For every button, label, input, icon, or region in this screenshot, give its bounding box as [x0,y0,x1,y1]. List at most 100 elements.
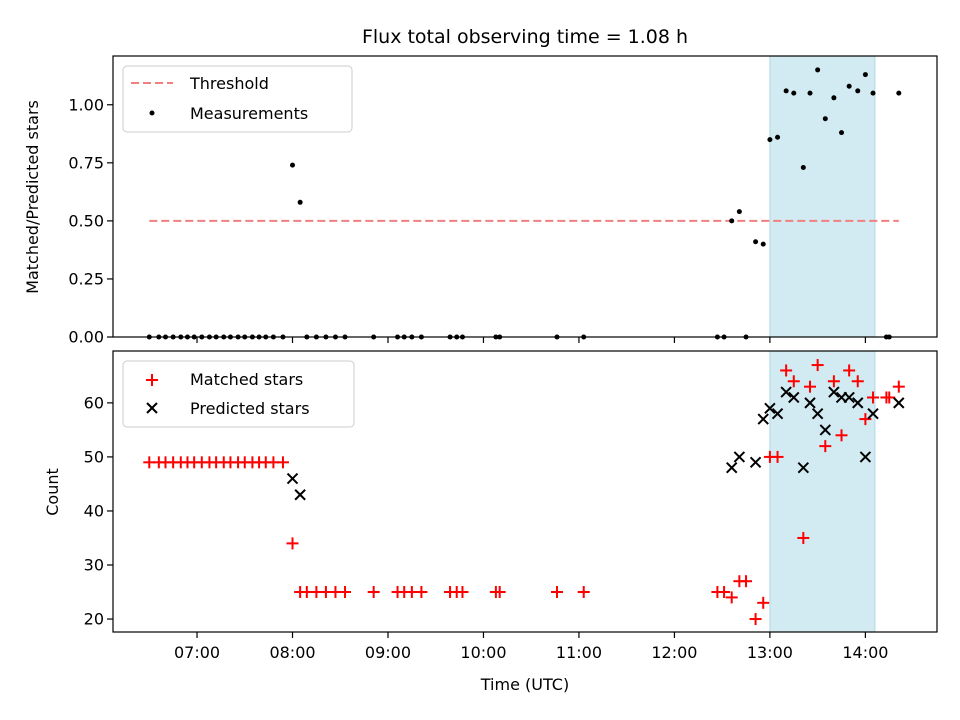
predicted-star-point [771,407,784,420]
measurement-point [831,95,837,101]
x-tick-label: 10:00 [460,643,506,662]
matched-star-point [415,586,428,599]
bottom-y-tick-label: 50 [84,447,104,466]
bottom-legend-box [122,360,355,428]
matched-star-point [819,440,832,453]
measurement-point [736,209,742,215]
x-tick-label: 08:00 [269,643,315,662]
matched-star-point [493,586,506,599]
bottom-y-axis-label: Count [43,468,62,516]
observing-window-shade [769,55,876,338]
measurement-point [775,134,781,140]
matched-star-point [718,586,731,599]
measurement-point [760,241,766,247]
top-y-tick-label: 1.00 [68,95,104,114]
top-panel: 0.00 0.25 0.50 0.75 1.00 Matched/Predicted s… [23,55,938,347]
matched-star-point [456,586,469,599]
predicted-star-point [859,451,872,463]
top-y-axis-label: Matched/Predicted stars [23,100,42,294]
measurement-point [729,218,735,224]
observing-window-shade [769,350,876,633]
measurement-point [800,164,806,170]
measurement-point [807,90,813,96]
matched-star-point [787,375,800,388]
matched-star-point [757,596,770,609]
matched-star-point [780,364,793,377]
matched-star-point [827,375,840,388]
predicted-star-point [294,489,306,501]
x-tick-label: 09:00 [365,643,411,662]
measurement-point [783,88,789,94]
matched-star-point [550,586,563,599]
predicted-star-point [811,407,824,420]
measurement-point [297,199,303,205]
predicted-star-point [749,456,762,469]
top-axes-frame [112,55,938,338]
bottom-panel: 20 30 40 50 60 07:00 08:00 09:00 10:00 11:00 12:0… [43,350,938,694]
matched-legend-swatch [146,374,158,386]
bottom-y-tick-label: 30 [84,555,104,574]
top-y-tick-label: 0.50 [68,211,104,230]
matched-star-point [883,391,896,404]
matched-legend-label: Matched stars [190,370,303,389]
measurements-legend-label: Measurements [190,104,308,123]
x-tick-label: 12:00 [651,643,697,662]
predicted-star-point [797,462,810,474]
matched-star-point [339,586,352,599]
bottom-legend: Matched stars Predicted stars [122,360,355,428]
measurement-point [846,83,852,89]
predicted-star-point [819,424,831,436]
measurement-point [791,90,797,96]
matched-star-point [276,456,289,469]
matched-star-point [740,575,753,588]
matched-star-point [725,591,738,604]
matched-star-point [577,586,590,599]
matched-star-point [835,429,848,442]
measurement-point [767,137,773,143]
predicted-star-point [843,391,855,404]
predicted-star-point [788,391,800,404]
matched-star-point [892,380,905,393]
x-tick-label: 14:00 [842,643,888,662]
predicted-star-point [780,386,792,398]
matched-star-point [771,450,784,463]
measurement-point [290,162,296,168]
predicted-star-point [286,472,299,485]
measurement-point [815,67,821,73]
top-legend-box [122,65,353,133]
predicted-star-point [726,462,738,474]
top-y-tick-label: 0.25 [68,269,104,288]
predicted-star-point [764,402,776,414]
matched-star-point [859,413,872,426]
chart-title: Flux total observing time = 1.08 h [362,26,688,48]
predicted-star-point [852,397,864,409]
threshold-legend-label: Threshold [189,74,269,93]
predicted-star-point [804,397,816,409]
measurement-point [839,130,845,136]
bottom-y-tick-label: 40 [84,501,104,520]
measurement-point [870,90,876,96]
matched-star-point [867,391,880,404]
matched-star-point [804,380,817,393]
matched-star-point [811,359,824,372]
predicted-legend-swatch [146,402,158,414]
matched-star-point [843,364,856,377]
predicted-legend-label: Predicted stars [190,399,310,418]
measurements-legend-swatch [149,110,155,116]
bottom-y-tick-label: 60 [84,393,104,412]
predicted-star-point [867,407,879,420]
matched-star-point [749,613,762,626]
predicted-star-point [733,451,746,463]
x-axis-label: Time (UTC) [480,675,569,694]
measurement-point [896,90,902,96]
measurement-point [753,239,759,245]
top-legend: Threshold Measurements [122,65,353,133]
x-tick-label: 11:00 [556,643,602,662]
bottom-axes-frame [112,350,938,633]
top-y-tick-label: 0.00 [68,328,104,347]
x-tick-label: 13:00 [747,643,793,662]
measurement-point [822,116,828,122]
predicted-star-point [757,413,769,425]
measurement-point [855,88,861,94]
